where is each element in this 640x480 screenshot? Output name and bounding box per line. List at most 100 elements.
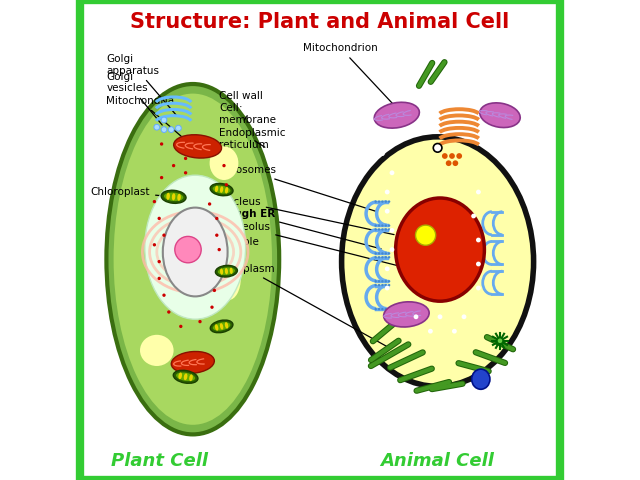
Text: Endoplasmic
reticulum: Endoplasmic reticulum <box>219 129 285 150</box>
Ellipse shape <box>390 228 394 233</box>
Ellipse shape <box>472 369 490 389</box>
Ellipse shape <box>381 228 383 230</box>
Ellipse shape <box>390 247 394 252</box>
Ellipse shape <box>211 306 214 309</box>
Ellipse shape <box>157 260 161 263</box>
Ellipse shape <box>476 238 481 242</box>
Ellipse shape <box>374 252 377 254</box>
Ellipse shape <box>385 286 390 290</box>
Ellipse shape <box>388 284 390 286</box>
Ellipse shape <box>184 171 188 175</box>
Ellipse shape <box>385 284 387 286</box>
Text: Chloroplast: Chloroplast <box>91 187 171 197</box>
Ellipse shape <box>215 216 218 220</box>
Ellipse shape <box>374 284 377 286</box>
Ellipse shape <box>114 94 272 425</box>
Ellipse shape <box>456 153 462 159</box>
Ellipse shape <box>388 256 390 258</box>
Ellipse shape <box>385 308 387 310</box>
Ellipse shape <box>378 228 380 230</box>
Ellipse shape <box>374 201 377 203</box>
Text: Nucleus: Nucleus <box>219 197 394 235</box>
Ellipse shape <box>212 186 230 193</box>
Text: Nucleolus: Nucleolus <box>219 222 398 266</box>
Ellipse shape <box>374 102 419 128</box>
Text: Ribosomes: Ribosomes <box>219 166 376 211</box>
Ellipse shape <box>210 146 239 180</box>
Ellipse shape <box>167 310 170 314</box>
Ellipse shape <box>497 338 503 344</box>
Text: Mitochondrion: Mitochondrion <box>303 43 401 112</box>
Text: Rough ER: Rough ER <box>219 209 381 249</box>
Ellipse shape <box>208 203 211 205</box>
Ellipse shape <box>157 276 161 280</box>
Ellipse shape <box>189 374 193 381</box>
Ellipse shape <box>385 280 387 282</box>
Ellipse shape <box>461 314 467 319</box>
Ellipse shape <box>172 193 175 200</box>
Ellipse shape <box>172 164 175 167</box>
Ellipse shape <box>388 252 390 254</box>
Ellipse shape <box>374 228 377 230</box>
Ellipse shape <box>378 284 380 286</box>
Ellipse shape <box>374 280 377 282</box>
Ellipse shape <box>374 256 377 258</box>
Ellipse shape <box>433 144 442 152</box>
Ellipse shape <box>215 186 218 192</box>
Ellipse shape <box>381 252 383 254</box>
Ellipse shape <box>374 224 377 227</box>
Ellipse shape <box>388 280 390 282</box>
Ellipse shape <box>225 322 228 329</box>
Ellipse shape <box>161 117 167 123</box>
Ellipse shape <box>378 308 380 310</box>
Ellipse shape <box>476 190 481 194</box>
Ellipse shape <box>445 160 452 166</box>
Ellipse shape <box>184 156 188 160</box>
Ellipse shape <box>212 288 216 292</box>
Ellipse shape <box>145 175 246 319</box>
Ellipse shape <box>175 237 201 263</box>
Ellipse shape <box>153 200 156 204</box>
Ellipse shape <box>476 262 481 266</box>
Ellipse shape <box>175 125 181 131</box>
Ellipse shape <box>452 160 458 166</box>
Ellipse shape <box>385 266 390 271</box>
Ellipse shape <box>480 103 520 128</box>
Ellipse shape <box>172 351 214 373</box>
Ellipse shape <box>161 127 167 132</box>
Ellipse shape <box>220 186 223 193</box>
Ellipse shape <box>106 84 279 434</box>
Text: Cell
membrane: Cell membrane <box>219 104 276 125</box>
Ellipse shape <box>385 201 387 203</box>
Ellipse shape <box>342 137 534 386</box>
Ellipse shape <box>218 248 221 252</box>
Ellipse shape <box>140 335 173 366</box>
Ellipse shape <box>385 190 390 194</box>
Ellipse shape <box>222 164 226 167</box>
Ellipse shape <box>179 324 182 328</box>
Ellipse shape <box>378 224 380 227</box>
Ellipse shape <box>163 233 166 237</box>
Ellipse shape <box>157 216 161 220</box>
Ellipse shape <box>166 193 170 200</box>
Ellipse shape <box>378 252 380 254</box>
Ellipse shape <box>381 284 383 286</box>
Ellipse shape <box>212 322 230 331</box>
Ellipse shape <box>381 256 383 258</box>
Ellipse shape <box>215 324 218 331</box>
Ellipse shape <box>442 153 448 159</box>
Text: Structure: Plant and Animal Cell: Structure: Plant and Animal Cell <box>131 12 509 32</box>
Ellipse shape <box>168 127 174 132</box>
Ellipse shape <box>385 252 387 254</box>
Ellipse shape <box>198 320 202 324</box>
Ellipse shape <box>216 265 237 277</box>
Ellipse shape <box>164 192 183 201</box>
Ellipse shape <box>383 302 429 327</box>
Ellipse shape <box>381 224 383 227</box>
Ellipse shape <box>173 135 221 158</box>
Ellipse shape <box>449 153 455 159</box>
Text: Mitochondria: Mitochondria <box>106 96 191 144</box>
Ellipse shape <box>385 224 387 227</box>
Ellipse shape <box>153 243 156 247</box>
Text: Animal Cell: Animal Cell <box>381 452 495 470</box>
